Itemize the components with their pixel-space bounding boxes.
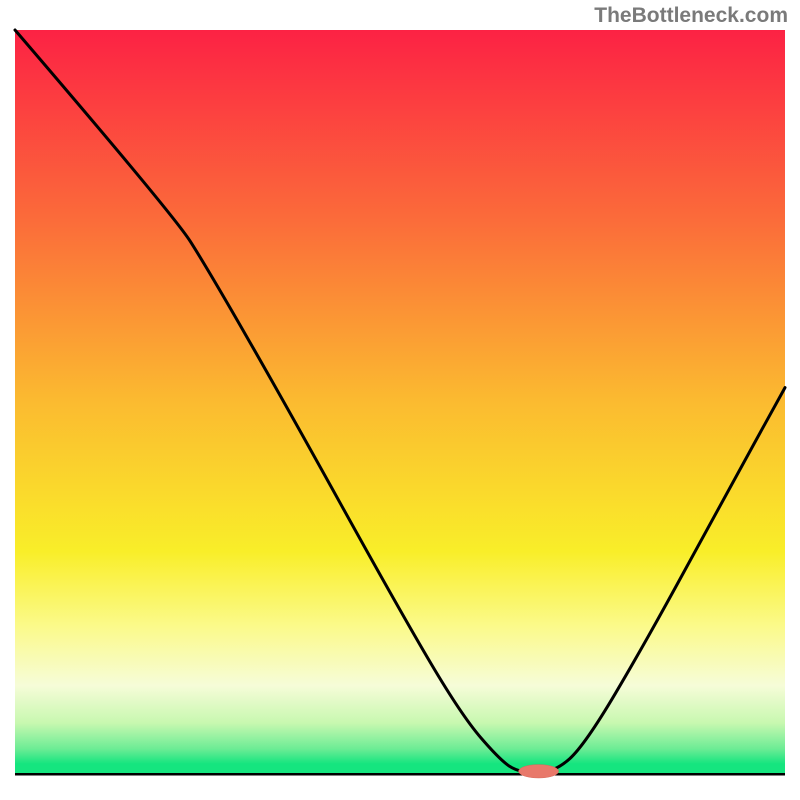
bottleneck-chart: [0, 0, 800, 800]
watermark-text: TheBottleneck.com: [594, 4, 788, 28]
optimal-marker: [519, 765, 559, 778]
chart-background: [15, 30, 785, 775]
chart-svg: [0, 0, 800, 800]
